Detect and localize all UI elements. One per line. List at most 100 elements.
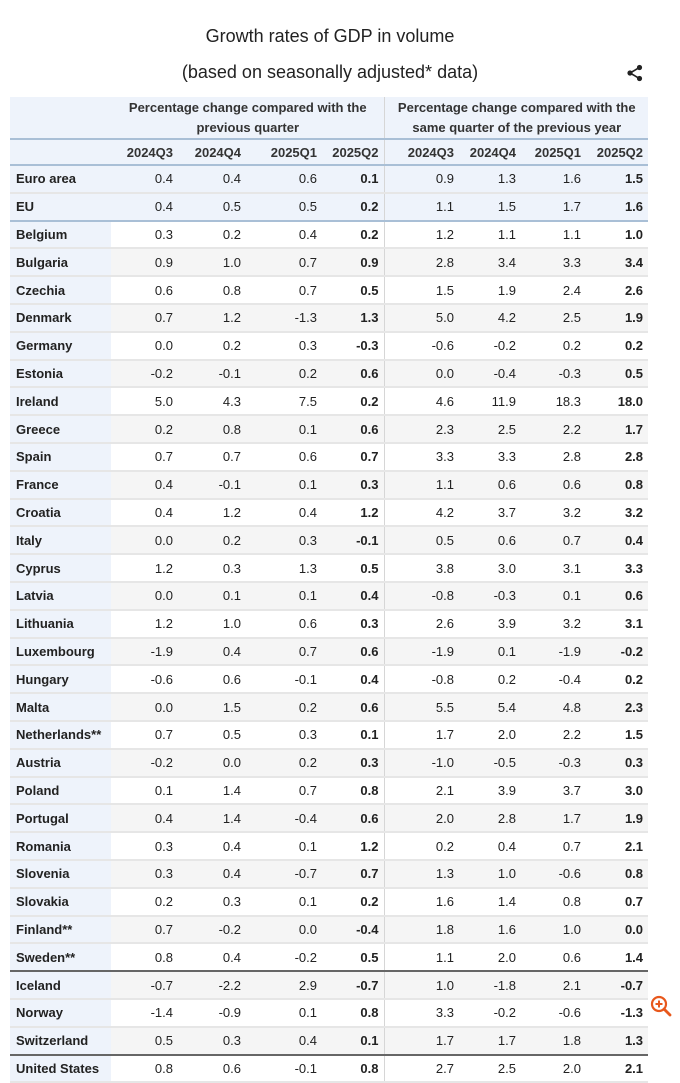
zoom-in-icon[interactable] [650, 995, 672, 1017]
value-cell: 0.3 [178, 1026, 246, 1056]
value-cell: -0.6 [521, 998, 586, 1028]
value-cell: 2.0 [459, 720, 521, 750]
value-cell: 0.5 [178, 192, 246, 222]
value-cell: 0.2 [246, 693, 322, 722]
value-cell: 0.6 [178, 665, 246, 695]
value-cell: 0.4 [178, 943, 246, 973]
value-cell: 0.1 [246, 832, 322, 861]
value-cell: 3.3 [521, 248, 586, 278]
row-label: Spain [10, 442, 111, 472]
row-label: Austria [10, 748, 111, 778]
value-cell: 3.3 [586, 554, 649, 583]
value-cell: 3.3 [384, 442, 459, 472]
value-cell: 1.1 [521, 220, 586, 250]
value-cell: -0.6 [521, 859, 586, 889]
value-cell: 3.2 [586, 498, 649, 528]
value-cell: 1.6 [521, 165, 586, 194]
value-cell: 0.9 [111, 248, 178, 278]
value-cell: 0.8 [111, 1054, 178, 1083]
value-cell: 2.8 [384, 248, 459, 278]
value-cell: 0.4 [322, 581, 385, 611]
value-cell: 2.6 [384, 609, 459, 639]
share-icon[interactable] [626, 64, 644, 82]
value-cell: 0.8 [178, 415, 246, 444]
column-header-qoq-2024q3: 2024Q3 [111, 139, 178, 166]
value-cell: 4.8 [521, 693, 586, 722]
row-label: Iceland [10, 971, 111, 1000]
table-row: Ireland 5.0 4.3 7.5 0.2 4.6 11.9 18.3 18.0 [10, 387, 649, 417]
column-header-qoq-2024q4: 2024Q4 [178, 139, 246, 166]
value-cell: -0.1 [246, 1054, 322, 1083]
value-cell: 0.2 [111, 415, 178, 444]
value-cell: 1.5 [586, 165, 649, 194]
table-row: Luxembourg -1.9 0.4 0.7 0.6 -1.9 0.1 -1.9 -0.2 [10, 637, 649, 667]
value-cell: 0.0 [111, 526, 178, 556]
value-cell: 2.5 [459, 415, 521, 444]
value-cell: 1.9 [586, 804, 649, 834]
value-cell: 0.7 [111, 442, 178, 472]
value-cell: 0.4 [178, 832, 246, 861]
value-cell: 0.3 [246, 720, 322, 750]
value-cell: 0.5 [322, 554, 385, 583]
value-cell: 0.4 [322, 665, 385, 695]
table-row: Croatia 0.4 1.2 0.4 1.2 4.2 3.7 3.2 3.2 [10, 498, 649, 528]
value-cell: 0.3 [322, 609, 385, 639]
value-cell: -0.2 [586, 637, 649, 667]
value-cell: 0.5 [111, 1026, 178, 1056]
value-cell: 1.6 [384, 887, 459, 917]
table-row: EU 0.4 0.5 0.5 0.2 1.1 1.5 1.7 1.6 [10, 192, 649, 222]
value-cell: -0.1 [178, 359, 246, 389]
value-cell: 1.3 [384, 859, 459, 889]
value-cell: 3.0 [459, 554, 521, 583]
row-label: Slovenia [10, 859, 111, 889]
value-cell: 0.6 [246, 165, 322, 194]
value-cell: 1.7 [384, 1026, 459, 1056]
table-row: Greece 0.2 0.8 0.1 0.6 2.3 2.5 2.2 1.7 [10, 415, 649, 444]
row-label: Latvia [10, 581, 111, 611]
value-cell: -0.3 [322, 331, 385, 361]
value-cell: 0.6 [322, 415, 385, 444]
value-cell: -0.2 [178, 915, 246, 945]
value-cell: 2.6 [586, 276, 649, 305]
table-row: Switzerland 0.5 0.3 0.4 0.1 1.7 1.7 1.8 1.3 [10, 1026, 649, 1056]
table-row: Belgium 0.3 0.2 0.4 0.2 1.2 1.1 1.1 1.0 [10, 220, 649, 250]
value-cell: 3.8 [384, 554, 459, 583]
row-label: Luxembourg [10, 637, 111, 667]
value-cell: 1.3 [322, 303, 385, 333]
column-header-yoy-2024q4: 2024Q4 [459, 139, 521, 166]
value-cell: 3.4 [586, 248, 649, 278]
value-cell: 0.4 [459, 832, 521, 861]
value-cell: 0.1 [322, 165, 385, 194]
value-cell: -0.6 [111, 665, 178, 695]
page-subtitle: (based on seasonally adjusted* data) [181, 62, 479, 82]
value-cell: 0.8 [586, 470, 649, 500]
value-cell: 0.6 [521, 943, 586, 973]
table-row: United States 0.8 0.6 -0.1 0.8 2.7 2.5 2.0 2.1 [10, 1054, 649, 1083]
value-cell: -0.4 [459, 359, 521, 389]
value-cell: -1.4 [111, 998, 178, 1028]
table-row: Estonia -0.2 -0.1 0.2 0.6 0.0 -0.4 -0.3 0.5 [10, 359, 649, 389]
value-cell: 5.0 [384, 303, 459, 333]
value-cell: 0.4 [111, 192, 178, 222]
value-cell: 1.1 [459, 220, 521, 250]
value-cell: 0.7 [111, 915, 178, 945]
value-cell: 2.5 [459, 1054, 521, 1083]
value-cell: 1.0 [178, 248, 246, 278]
value-cell: -1.3 [586, 998, 649, 1028]
value-cell: 0.1 [178, 581, 246, 611]
row-label: Italy [10, 526, 111, 556]
value-cell: 1.2 [384, 220, 459, 250]
value-cell: 1.7 [384, 720, 459, 750]
table-row: Malta 0.0 1.5 0.2 0.6 5.5 5.4 4.8 2.3 [10, 693, 649, 722]
value-cell: -1.8 [459, 971, 521, 1000]
value-cell: 2.7 [384, 1054, 459, 1083]
value-cell: 2.0 [521, 1054, 586, 1083]
row-label: Euro area [10, 165, 111, 194]
value-cell: 1.4 [586, 943, 649, 973]
value-cell: 2.3 [586, 693, 649, 722]
value-cell: 0.7 [322, 859, 385, 889]
row-label: Malta [10, 693, 111, 722]
table-row: Denmark 0.7 1.2 -1.3 1.3 5.0 4.2 2.5 1.9 [10, 303, 649, 333]
value-cell: -0.2 [111, 748, 178, 778]
value-cell: -0.7 [586, 971, 649, 1000]
